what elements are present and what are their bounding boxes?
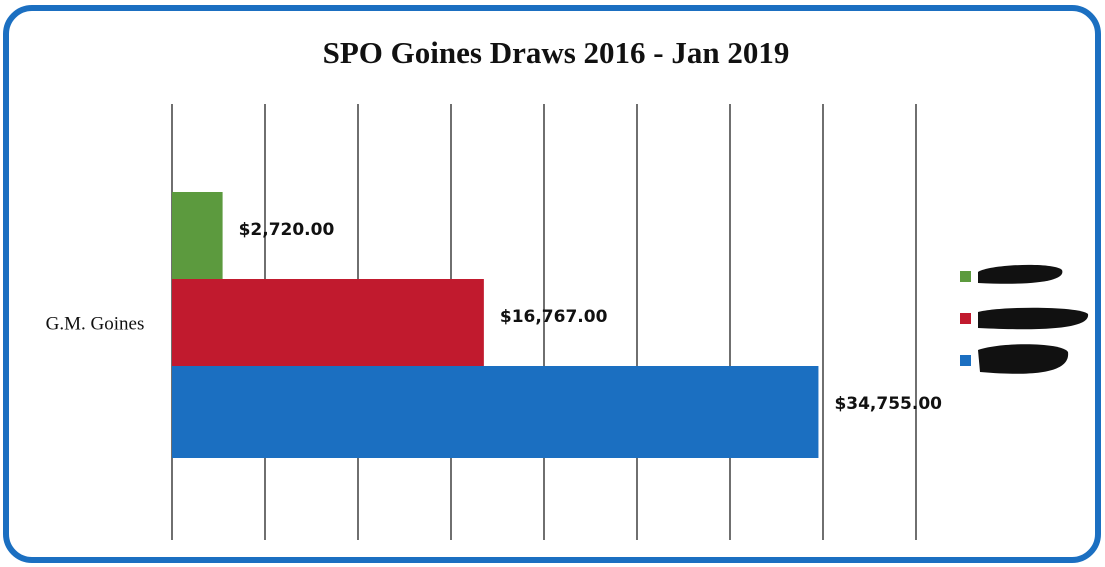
legend [978, 264, 1089, 374]
legend-swatch [960, 313, 971, 324]
legend-redaction [978, 307, 1089, 330]
bar [172, 192, 223, 284]
legend-swatch [960, 271, 971, 282]
legend-swatch [960, 355, 971, 366]
bar [172, 279, 484, 371]
legend-redaction [978, 264, 1063, 284]
chart-title: SPO Goines Draws 2016 - Jan 2019 [323, 35, 790, 70]
bar [172, 366, 819, 458]
legend-redaction [978, 344, 1069, 374]
value-label: $16,767.00 [500, 307, 608, 327]
category-label: G.M. Goines [46, 313, 145, 334]
value-label: $2,720.00 [239, 220, 335, 240]
value-label: $34,755.00 [834, 394, 942, 414]
chart-frame [3, 5, 1101, 563]
